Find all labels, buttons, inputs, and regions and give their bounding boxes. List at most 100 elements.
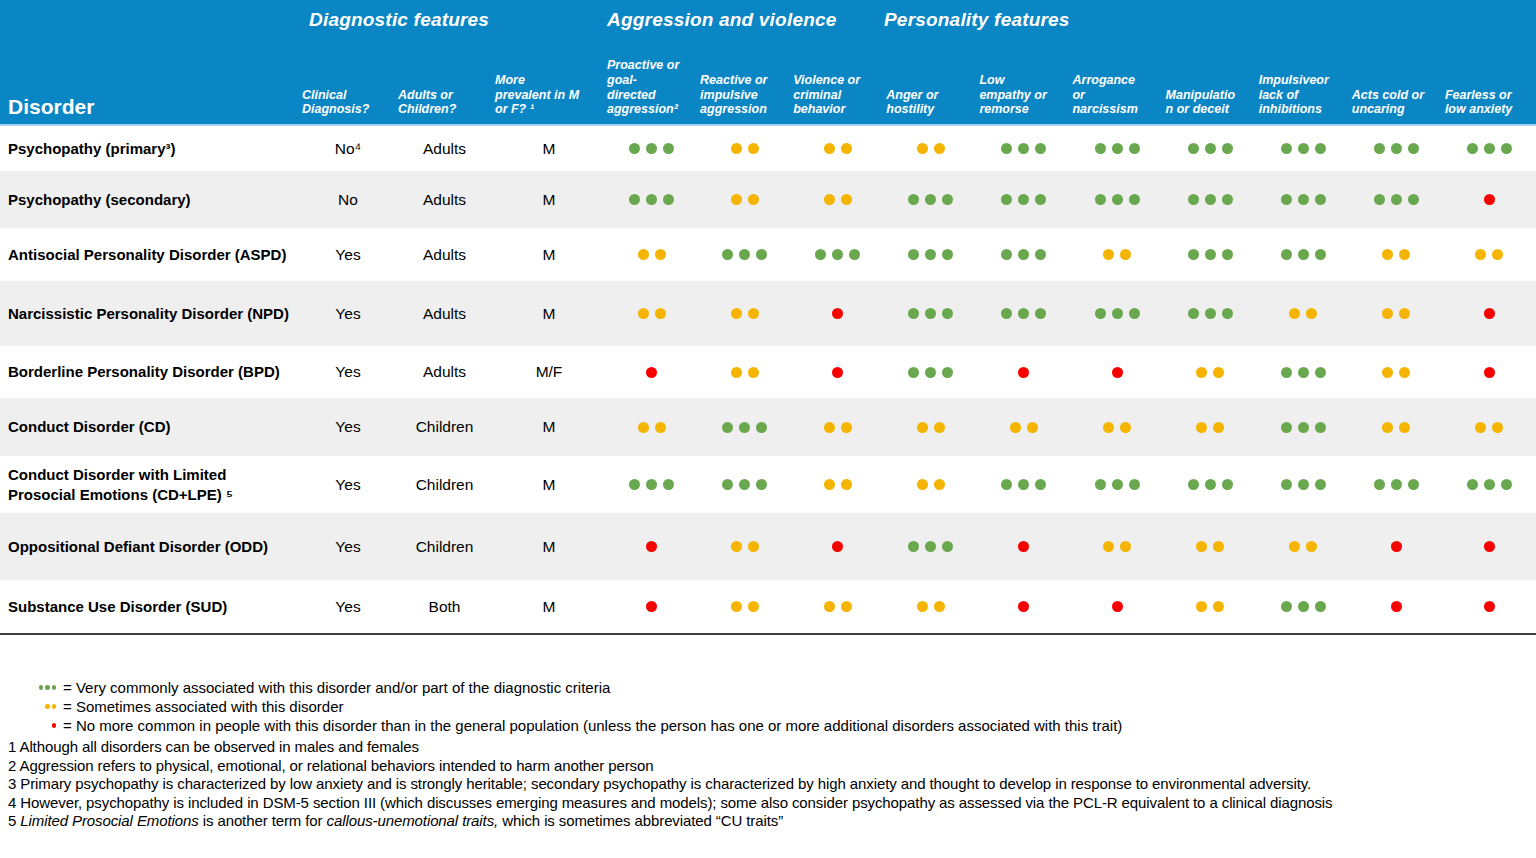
trait-cell-proactive-aggression [605,249,698,260]
trait-cell-violence-criminal [791,479,884,490]
rating-green-dot [1315,249,1326,260]
trait-cell-reactive-aggression [698,479,791,490]
legend-green-dot [39,685,44,690]
rating-green-dot [1001,308,1012,319]
rating-red-dot [832,541,843,552]
clinical-diagnosis-cell: Yes [300,246,396,264]
trait-cell-arrogance-narcissism [1070,541,1163,552]
column-header-violence-criminal: Violence or criminal behavior [791,73,884,117]
trait-cell-arrogance-narcissism [1070,601,1163,612]
sex-prevalence-cell: M [493,476,605,494]
rating-green-dot [739,249,750,260]
column-header-low-empathy: Low empathy or remorse [977,73,1070,117]
rating-green-dot [1018,249,1029,260]
sex-prevalence-cell: M [493,538,605,556]
rating-red-dot [1112,601,1123,612]
rating-green-dot [1484,143,1495,154]
column-header-acts-cold: Acts cold or uncaring [1350,88,1443,118]
rating-yellow-dot [1103,422,1114,433]
rating-green-dot [925,194,936,205]
rating-green-dot [1001,143,1012,154]
column-header-reactive-aggression: Reactive or impulsive aggression [698,73,791,117]
disorder-name-cell: Psychopathy (secondary) [0,190,300,210]
age-group-cell: Adults [396,140,493,158]
rating-green-dot [925,541,936,552]
sex-prevalence-cell: M [493,140,605,158]
rating-green-dot [1188,479,1199,490]
rating-yellow-dot [748,308,759,319]
rating-green-dot [1408,194,1419,205]
legend-yellow-dot [52,704,57,709]
trait-cell-anger-hostility [884,308,977,319]
trait-cell-reactive-aggression [698,308,791,319]
table-header: Diagnostic features Aggression and viole… [0,0,1536,126]
rating-green-dot [1129,143,1140,154]
rating-red-dot [1484,194,1495,205]
rating-green-dot [1018,194,1029,205]
rating-green-dot [722,249,733,260]
legend-text: = No more common in people with this dis… [63,716,1122,735]
rating-yellow-dot [841,143,852,154]
rating-green-dot [1501,143,1512,154]
rating-green-dot [1205,194,1216,205]
rating-yellow-dot [1289,541,1300,552]
rating-green-dot [629,479,640,490]
trait-cell-violence-criminal [791,541,884,552]
trait-cell-arrogance-narcissism [1070,479,1163,490]
rating-green-dot [1298,422,1309,433]
trait-cell-acts-cold [1350,479,1443,490]
rating-green-dot [646,143,657,154]
rating-yellow-dot [1399,367,1410,378]
rating-green-dot [629,143,640,154]
rating-green-dot [1374,143,1385,154]
legend-green-dot [45,685,50,690]
trait-cell-reactive-aggression [698,601,791,612]
trait-cell-manipulation-deceit [1164,422,1257,433]
legend-dots [14,723,56,728]
disorder-traits-infographic: Diagnostic features Aggression and viole… [0,0,1536,858]
trait-cell-proactive-aggression [605,308,698,319]
rating-green-dot [1222,308,1233,319]
rating-green-dot [942,249,953,260]
rating-green-dot [1408,479,1419,490]
trait-cell-violence-criminal [791,194,884,205]
footnotes: 1 Although all disorders can be observed… [8,738,1536,831]
column-header-clinical-diagnosis: Clinical Diagnosis? [300,88,396,118]
rating-yellow-dot [1196,541,1207,552]
trait-cell-acts-cold [1350,541,1443,552]
trait-cell-anger-hostility [884,479,977,490]
disorder-name-cell: Conduct Disorder (CD) [0,417,300,437]
rating-green-dot [1315,143,1326,154]
trait-cell-impulsive [1257,249,1350,260]
rating-yellow-dot [934,422,945,433]
rating-yellow-dot [638,422,649,433]
trait-cell-arrogance-narcissism [1070,143,1163,154]
rating-yellow-dot [731,194,742,205]
table-row: Conduct Disorder with Limited Prosocial … [0,456,1536,513]
rating-green-dot [1188,249,1199,260]
rating-yellow-dot [655,249,666,260]
trait-cell-manipulation-deceit [1164,479,1257,490]
rating-green-dot [1001,249,1012,260]
trait-cell-anger-hostility [884,194,977,205]
footnote-text: 4 However, psychopathy is included in DS… [8,794,1333,811]
rating-yellow-dot [748,541,759,552]
rating-green-dot [849,249,860,260]
table-body: Psychopathy (primary³)No⁴AdultsMPsychopa… [0,126,1536,635]
rating-green-dot [1035,308,1046,319]
rating-green-dot [756,479,767,490]
rating-yellow-dot [824,194,835,205]
footnote: 1 Although all disorders can be observed… [8,738,1536,757]
rating-yellow-dot [917,601,928,612]
age-group-cell: Adults [396,363,493,381]
disorder-name-cell: Antisocial Personality Disorder (ASPD) [0,245,300,265]
trait-cell-fearless [1443,249,1536,260]
rating-green-dot [942,194,953,205]
rating-red-dot [1018,541,1029,552]
rating-green-dot [1095,143,1106,154]
table-row: Substance Use Disorder (SUD)YesBothM [0,580,1536,633]
rating-green-dot [908,249,919,260]
group-header-aggression-violence: Aggression and violence [607,9,837,31]
legend-green-dot [52,685,57,690]
rating-green-dot [1391,143,1402,154]
